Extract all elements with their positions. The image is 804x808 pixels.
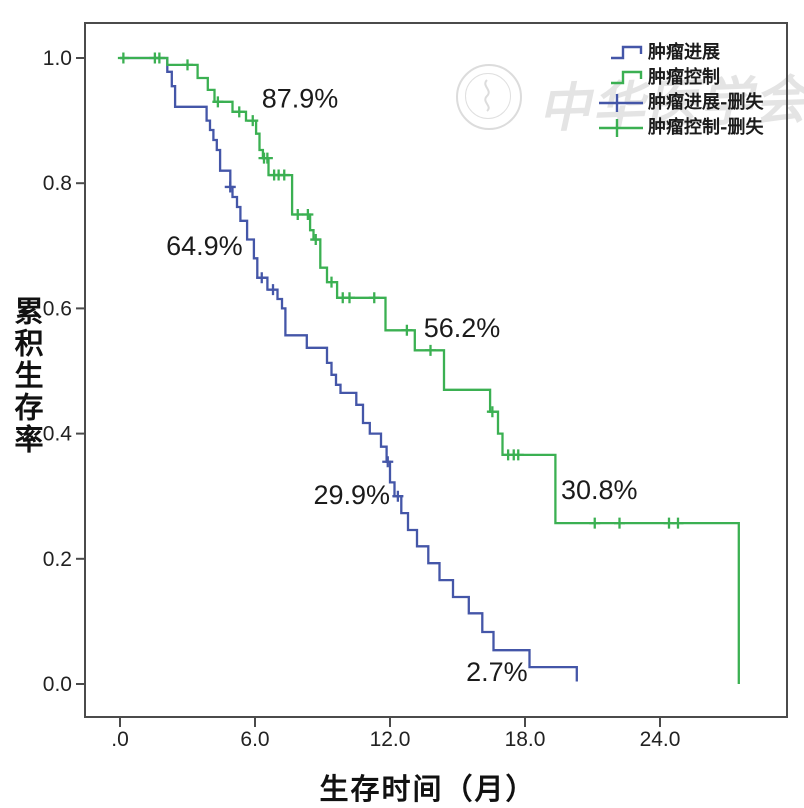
annotation-label: 29.9% (313, 480, 390, 510)
survival-curve-progression (120, 56, 578, 682)
censor-mark (302, 209, 314, 220)
legend-label: 肿瘤控制 (648, 66, 720, 88)
censor-mark (247, 115, 259, 127)
legend-item-control: 肿瘤控制 (597, 67, 763, 88)
censor-mark (589, 517, 601, 529)
censor-mark (425, 344, 436, 356)
x-tick-label: 24.0 (640, 728, 681, 751)
plot-frame (84, 22, 788, 718)
censor-cross-icon (599, 118, 643, 137)
annotation-label: 87.9% (262, 84, 339, 114)
x-tick-label: 6.0 (240, 728, 269, 751)
x-axis-ticks: .0 6.0 12.0 18.0 24.0 (111, 717, 680, 751)
annotation-label: 56.2% (424, 313, 501, 343)
censor-mark (512, 449, 524, 461)
censor-mark (278, 169, 290, 181)
censor-mark (382, 456, 394, 468)
annotation-label: 64.9% (166, 231, 243, 261)
step-line-icon (611, 45, 643, 59)
censor-mark (672, 517, 684, 529)
censor-mark (486, 406, 498, 418)
censor-mark (233, 106, 245, 118)
watermark-seal-icon (456, 64, 522, 130)
censor-mark (212, 96, 224, 108)
watermark-seal-glyph (484, 79, 490, 112)
y-tick-label: 0.6 (43, 297, 72, 320)
annotation-label: 2.7% (466, 657, 528, 687)
y-tick-label: 0.8 (43, 172, 72, 195)
watermark-seal-inner-ring (465, 73, 511, 119)
legend-item-control-censored: 肿瘤控制-删失 (597, 117, 763, 138)
y-tick-label: 0.2 (43, 548, 72, 571)
y-axis-title: 累积生存率 (10, 296, 44, 456)
legend-item-progression-censored: 肿瘤进展-删失 (597, 92, 763, 113)
censor-cross-icon (599, 93, 643, 112)
survival-curves (120, 56, 740, 684)
legend-label: 肿瘤控制-删失 (648, 116, 764, 138)
censor-mark (153, 52, 165, 64)
censor-mark (401, 324, 413, 336)
legend-item-progression: 肿瘤进展 (597, 42, 763, 63)
x-tick-label: 18.0 (505, 728, 546, 751)
y-axis-ticks: 1.0 0.8 0.6 0.4 0.2 0.0 (43, 47, 85, 696)
censor-mark (326, 276, 337, 288)
censor-mark (310, 234, 322, 246)
x-axis-title: 生存时间（月） (319, 772, 537, 806)
censor-mark (292, 209, 304, 220)
percent-annotations: 87.9% 64.9% 56.2% 29.9% 30.8% 2.7% (166, 84, 637, 687)
legend-label: 肿瘤进展-删失 (648, 91, 764, 113)
censor-mark (368, 292, 380, 304)
censor-mark (344, 292, 355, 304)
legend-label: 肿瘤进展 (648, 41, 720, 63)
y-tick-label: 0.4 (43, 423, 73, 446)
y-tick-label: 1.0 (43, 47, 72, 70)
legend: 肿瘤进展 肿瘤控制 肿瘤进展-删失 肿瘤控制-删失 (597, 42, 763, 138)
y-tick-label: 0.0 (43, 673, 72, 696)
censor-mark (261, 152, 273, 164)
x-tick-label: .0 (111, 728, 129, 751)
step-line-icon (611, 70, 643, 84)
annotation-label: 30.8% (561, 475, 638, 505)
censor-mark (117, 52, 129, 64)
censor-mark (224, 181, 236, 193)
x-tick-label: 12.0 (370, 728, 411, 751)
censor-mark (614, 517, 625, 529)
censor-mark (392, 490, 404, 502)
survival-curve-control (120, 56, 740, 684)
censor-mark (267, 284, 279, 296)
censor-mark (256, 272, 268, 284)
censor-marks (117, 52, 684, 529)
censor-mark (182, 59, 193, 71)
